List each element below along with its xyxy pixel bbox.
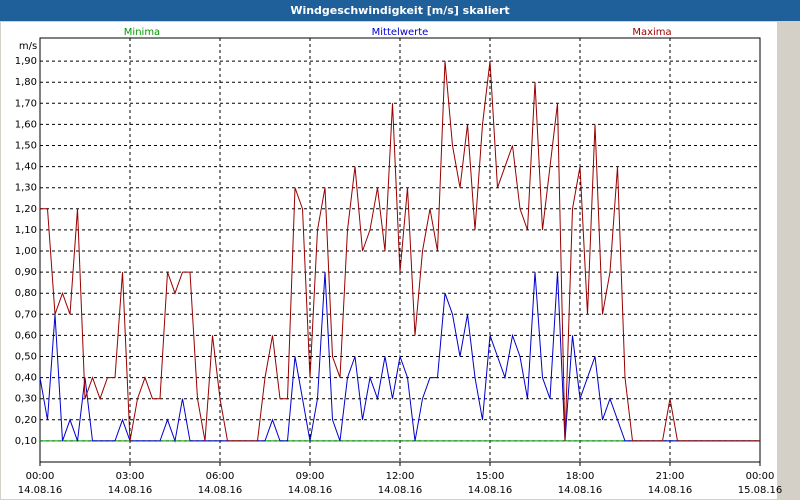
y-tick-label: 0,60 [15, 330, 37, 341]
x-tick-date: 14.08.16 [288, 485, 333, 496]
y-tick-label: 1,40 [15, 162, 37, 173]
x-tick-label: 15:00 [476, 471, 505, 482]
y-tick-label: 0,40 [15, 373, 37, 384]
series-line [40, 61, 760, 442]
x-tick-label: 06:00 [206, 471, 235, 482]
chart-title: Windgeschwindigkeit [m/s] skaliert [290, 4, 509, 17]
y-tick-label: 0,70 [15, 309, 37, 320]
x-tick-label: 21:00 [656, 471, 685, 482]
y-unit: m/s [19, 41, 37, 52]
x-tick-label: 03:00 [116, 471, 145, 482]
x-tick-date: 14.08.16 [468, 485, 513, 496]
x-tick-label: 09:00 [296, 471, 325, 482]
y-tick-label: 0,10 [15, 436, 37, 447]
y-tick-label: 1,80 [15, 77, 37, 88]
x-tick-label: 18:00 [566, 471, 595, 482]
y-tick-label: 1,20 [15, 204, 37, 215]
x-tick-label: 00:00 [26, 471, 55, 482]
x-tick-date: 14.08.16 [558, 485, 603, 496]
title-bar [0, 0, 800, 21]
legend-entry: Minima [124, 27, 160, 38]
x-tick-date: 14.08.16 [198, 485, 243, 496]
y-tick-label: 0,80 [15, 288, 37, 299]
legend-entry: Maxima [632, 27, 671, 38]
y-tick-label: 0,90 [15, 267, 37, 278]
y-tick-label: 1,50 [15, 141, 37, 152]
x-tick-date: 14.08.16 [18, 485, 63, 496]
y-tick-label: 1,00 [15, 246, 37, 257]
y-tick-label: 0,30 [15, 394, 37, 405]
x-tick-date: 14.08.16 [108, 485, 153, 496]
x-tick-label: 00:00 [746, 471, 775, 482]
y-tick-label: 1,10 [15, 225, 37, 236]
y-tick-label: 1,70 [15, 98, 37, 109]
y-tick-label: 0,20 [15, 415, 37, 426]
y-tick-label: 1,30 [15, 183, 37, 194]
y-tick-label: 1,90 [15, 56, 37, 67]
x-tick-date: 14.08.16 [378, 485, 423, 496]
x-tick-label: 12:00 [386, 471, 415, 482]
y-tick-label: 0,50 [15, 352, 37, 363]
y-tick-label: 1,60 [15, 119, 37, 130]
x-tick-date: 14.08.16 [648, 485, 693, 496]
legend-entry: Mittelwerte [372, 27, 429, 38]
x-tick-date: 15.08.16 [738, 485, 783, 496]
